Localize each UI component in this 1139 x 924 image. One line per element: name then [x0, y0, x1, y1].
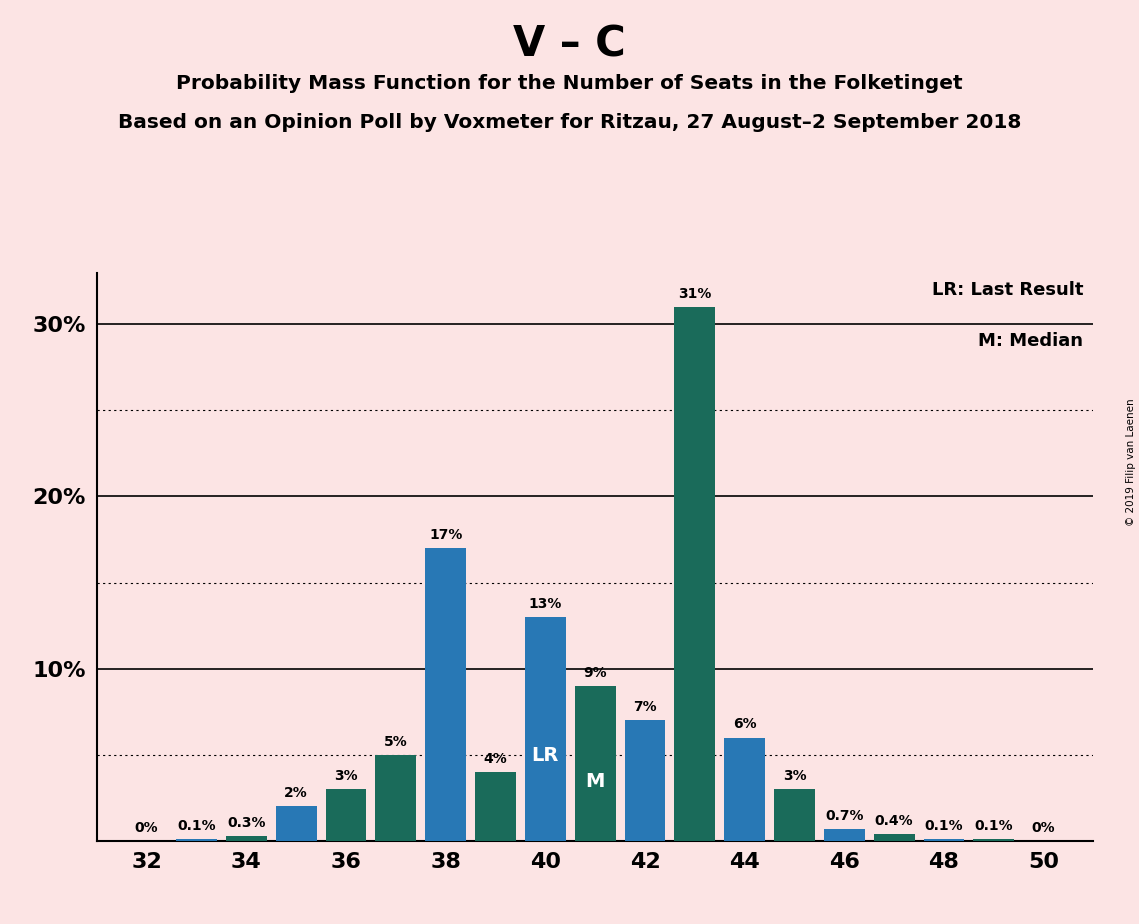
- Text: 0.1%: 0.1%: [925, 819, 964, 833]
- Bar: [326, 789, 367, 841]
- Text: V – C: V – C: [514, 23, 625, 65]
- Text: 0%: 0%: [134, 821, 158, 834]
- Text: 0.4%: 0.4%: [875, 814, 913, 828]
- Text: 0.1%: 0.1%: [975, 819, 1013, 833]
- Text: 0.1%: 0.1%: [178, 819, 215, 833]
- Text: 0.7%: 0.7%: [825, 808, 863, 822]
- Bar: [177, 839, 216, 841]
- Text: LR: Last Result: LR: Last Result: [932, 281, 1083, 299]
- Text: 13%: 13%: [528, 597, 562, 611]
- Bar: [226, 835, 267, 841]
- Text: 9%: 9%: [583, 666, 607, 680]
- Bar: [674, 307, 715, 841]
- Bar: [525, 617, 566, 841]
- Bar: [924, 839, 965, 841]
- Text: 31%: 31%: [678, 287, 712, 301]
- Bar: [624, 721, 665, 841]
- Bar: [376, 755, 416, 841]
- Text: 0.3%: 0.3%: [227, 816, 265, 830]
- Bar: [575, 686, 615, 841]
- Text: 0%: 0%: [1032, 821, 1056, 834]
- Text: M: Median: M: Median: [978, 333, 1083, 350]
- Text: Probability Mass Function for the Number of Seats in the Folketinget: Probability Mass Function for the Number…: [177, 74, 962, 93]
- Text: M: M: [585, 772, 605, 792]
- Text: LR: LR: [532, 747, 559, 765]
- Text: 17%: 17%: [429, 529, 462, 542]
- Text: Based on an Opinion Poll by Voxmeter for Ritzau, 27 August–2 September 2018: Based on an Opinion Poll by Voxmeter for…: [117, 113, 1022, 132]
- Bar: [823, 829, 865, 841]
- Bar: [475, 772, 516, 841]
- Text: 5%: 5%: [384, 735, 408, 748]
- Text: 4%: 4%: [484, 752, 507, 766]
- Bar: [425, 548, 466, 841]
- Bar: [724, 737, 765, 841]
- Bar: [276, 807, 317, 841]
- Text: © 2019 Filip van Laenen: © 2019 Filip van Laenen: [1125, 398, 1136, 526]
- Text: 6%: 6%: [732, 718, 756, 732]
- Bar: [974, 839, 1014, 841]
- Text: 3%: 3%: [782, 769, 806, 784]
- Text: 7%: 7%: [633, 700, 657, 714]
- Text: 3%: 3%: [334, 769, 358, 784]
- Text: 2%: 2%: [285, 786, 308, 800]
- Bar: [775, 789, 814, 841]
- Bar: [874, 834, 915, 841]
